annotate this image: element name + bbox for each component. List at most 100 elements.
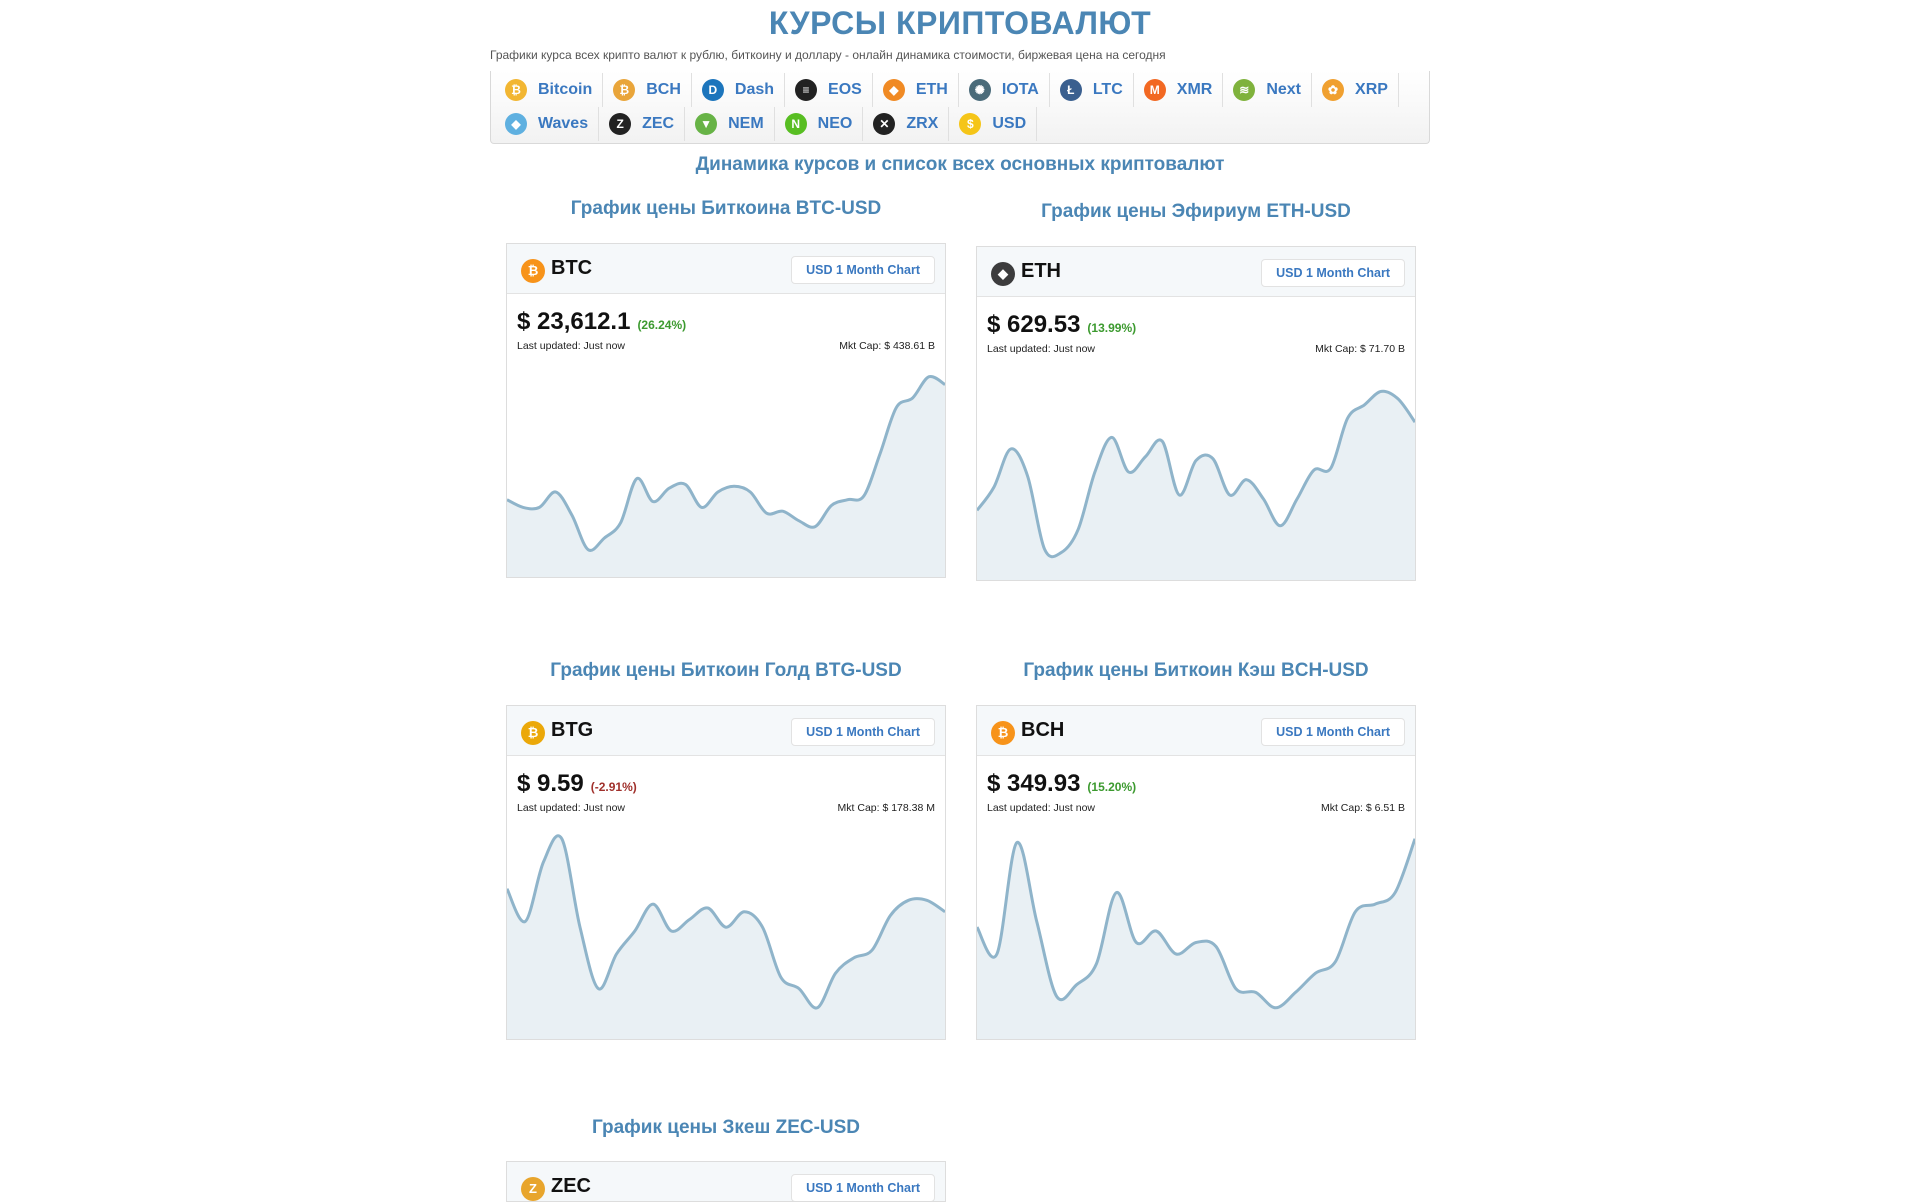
bitcoin-cash-icon: ₿ bbox=[613, 79, 636, 101]
iota-icon: ✺ bbox=[968, 79, 991, 101]
coin-symbol: BTG bbox=[551, 719, 594, 741]
nav-item-eth[interactable]: ◆ ETH bbox=[873, 73, 959, 107]
meta-row: Last updated: Just now Mkt Cap: $ 6.51 B bbox=[977, 802, 1415, 814]
nav-item-iota[interactable]: ✺ IOTA bbox=[959, 73, 1050, 107]
nav-item-next[interactable]: ≋ Next bbox=[1223, 73, 1313, 107]
monero-icon: M bbox=[1143, 79, 1166, 101]
price-value: $ 349.93 bbox=[987, 770, 1081, 797]
chart-title-bch: График цены Биткоин Кэш BCH-USD bbox=[1023, 660, 1369, 681]
price-value: $ 23,612.1 bbox=[517, 308, 631, 335]
card-header: Z ZEC USD 1 Month Chart bbox=[507, 1162, 945, 1201]
nav-item-dash[interactable]: D Dash bbox=[692, 73, 786, 107]
zrx-icon: ✕ bbox=[873, 113, 896, 135]
nav-item-label: IOTA bbox=[1001, 81, 1039, 98]
nav-item-zec[interactable]: Z ZEC bbox=[599, 107, 686, 141]
nem-icon: ▼ bbox=[695, 113, 718, 135]
price-row: $ 349.93 (15.20%) bbox=[977, 756, 1415, 800]
sparkline-line bbox=[977, 389, 1415, 559]
nav-item-label: EOS bbox=[828, 81, 862, 98]
nav-item-xmr[interactable]: M XMR bbox=[1134, 73, 1224, 107]
usd-month-chart-button[interactable]: USD 1 Month Chart bbox=[1261, 259, 1405, 287]
price-change: (15.20%) bbox=[1087, 780, 1137, 794]
price-value: $ 629.53 bbox=[987, 311, 1081, 338]
nav-item-label: BCH bbox=[646, 81, 681, 98]
bitcoin-icon: ₿ bbox=[521, 258, 545, 283]
nav-item-xrp[interactable]: ✿ XRP bbox=[1312, 73, 1399, 107]
nxt-icon: ≋ bbox=[1233, 79, 1256, 101]
price-change: (-2.91%) bbox=[590, 780, 637, 794]
sparkline-area bbox=[507, 835, 945, 1039]
nav-item-label: ZEC bbox=[642, 115, 675, 132]
nav-item-label: USD bbox=[992, 115, 1027, 132]
meta-row: Last updated: Just now Mkt Cap: $ 438.61 … bbox=[507, 340, 945, 352]
nav-item-bch[interactable]: ₿ BCH bbox=[603, 73, 692, 107]
price-card-zec: Z ZEC USD 1 Month Chart bbox=[506, 1161, 946, 1202]
currency-nav: ₿ Bitcoin ₿ BCH D Dash ≡ EOS ◆ ETH ✺ IOTA Ł LTC M XMR ≋ N… bbox=[490, 71, 1430, 144]
last-updated: Last updated: Just now bbox=[517, 802, 625, 814]
coin-symbol: BTC bbox=[551, 257, 593, 279]
page-subtitle: Графики курса всех крипто валют к рублю,… bbox=[490, 48, 1166, 62]
sparkline-area bbox=[507, 376, 945, 577]
nav-item-neo[interactable]: N NEO bbox=[775, 107, 864, 141]
page-title: КУРСЫ КРИПТОВАЛЮТ bbox=[768, 5, 1152, 41]
price-change: (13.99%) bbox=[1087, 321, 1137, 335]
nav-item-label: XRP bbox=[1355, 81, 1388, 98]
market-cap: Mkt Cap: $ 6.51 B bbox=[1320, 802, 1405, 814]
price-value: $ 9.59 bbox=[517, 770, 584, 797]
nav-item-label: Next bbox=[1266, 81, 1302, 98]
price-row: $ 9.59 (-2.91%) bbox=[507, 756, 945, 800]
price-row: $ 23,612.1 (26.24%) bbox=[507, 294, 945, 338]
sparkline-line bbox=[507, 834, 945, 1010]
nav-item-label: Waves bbox=[538, 115, 589, 132]
usd-month-chart-button[interactable]: USD 1 Month Chart bbox=[791, 1174, 935, 1201]
zcash-icon: Z bbox=[609, 113, 632, 135]
neo-icon: N bbox=[784, 113, 807, 135]
nav-item-label: ZRX bbox=[906, 115, 939, 132]
sparkline-line bbox=[977, 838, 1415, 1010]
market-cap: Mkt Cap: $ 438.61 B bbox=[839, 340, 935, 352]
card-header: ₿ BTG USD 1 Month Chart bbox=[507, 706, 945, 756]
price-card-btg: ₿ BTG USD 1 Month Chart $ 9.59 (-2.91%) Last … bbox=[506, 705, 946, 1040]
sparkline-area bbox=[977, 391, 1415, 580]
nav-item-eos[interactable]: ≡ EOS bbox=[785, 73, 873, 107]
chart-title-eth: График цены Эфириум ETH-USD bbox=[1041, 201, 1351, 222]
waves-icon: ◆ bbox=[505, 113, 527, 135]
price-card-eth: ◆ ETH USD 1 Month Chart $ 629.53 (13.99%) Las… bbox=[976, 246, 1416, 581]
nav-item-usd[interactable]: $ USD bbox=[949, 107, 1038, 141]
nav-item-label: LTC bbox=[1092, 81, 1123, 98]
dollar-coin-icon: $ bbox=[959, 113, 982, 135]
bitcoin-cash-icon: ₿ bbox=[991, 720, 1015, 745]
price-sparkline bbox=[977, 838, 1415, 1039]
nav-item-nem[interactable]: ▼ NEM bbox=[685, 107, 775, 141]
sparkline-area bbox=[977, 838, 1415, 1039]
litecoin-icon: Ł bbox=[1059, 79, 1082, 101]
nav-item-zrx[interactable]: ✕ ZRX bbox=[863, 107, 950, 141]
meta-row: Last updated: Just now Mkt Cap: $ 71.70 B bbox=[977, 343, 1415, 355]
usd-month-chart-button[interactable]: USD 1 Month Chart bbox=[1261, 718, 1405, 746]
nav-item-waves[interactable]: ◆ Waves bbox=[495, 107, 600, 141]
usd-month-chart-button[interactable]: USD 1 Month Chart bbox=[791, 718, 935, 746]
bitcoin-icon: ₿ bbox=[505, 79, 527, 101]
price-row: $ 629.53 (13.99%) bbox=[977, 297, 1415, 341]
coin-symbol: ZEC bbox=[551, 1175, 591, 1197]
nav-item-ltc[interactable]: Ł LTC bbox=[1050, 73, 1134, 107]
market-cap: Mkt Cap: $ 71.70 B bbox=[1315, 343, 1405, 355]
eos-icon: ≡ bbox=[795, 79, 818, 101]
card-header: ◆ ETH USD 1 Month Chart bbox=[977, 247, 1415, 297]
last-updated: Last updated: Just now bbox=[987, 802, 1095, 814]
chart-title-zec: График цены Зкеш ZEC-USD bbox=[591, 1117, 861, 1138]
nav-item-label: NEO bbox=[817, 115, 853, 132]
price-card-bch: ₿ BCH USD 1 Month Chart $ 349.93 (15.20%) Las… bbox=[976, 705, 1416, 1040]
price-card-btc: ₿ BTC USD 1 Month Chart $ 23,612.1 (26.24%) L… bbox=[506, 243, 946, 578]
nav-item-label: Bitcoin bbox=[538, 81, 593, 98]
card-header: ₿ BTC USD 1 Month Chart bbox=[507, 244, 945, 294]
nav-item-label: Dash bbox=[734, 81, 775, 98]
nav-item-bitcoin[interactable]: ₿ Bitcoin bbox=[495, 73, 604, 107]
last-updated: Last updated: Just now bbox=[987, 343, 1095, 355]
usd-month-chart-button[interactable]: USD 1 Month Chart bbox=[791, 256, 935, 284]
page-wrapper: КУРСЫ КРИПТОВАЛЮТ Графики курса всех кри… bbox=[490, 0, 1430, 180]
coin-symbol: BCH bbox=[1021, 719, 1065, 741]
nav-item-label: NEM bbox=[728, 115, 764, 132]
ethereum-icon: ◆ bbox=[991, 261, 1015, 286]
chart-title-btc: График цены Биткоина BTC-USD bbox=[570, 198, 882, 219]
